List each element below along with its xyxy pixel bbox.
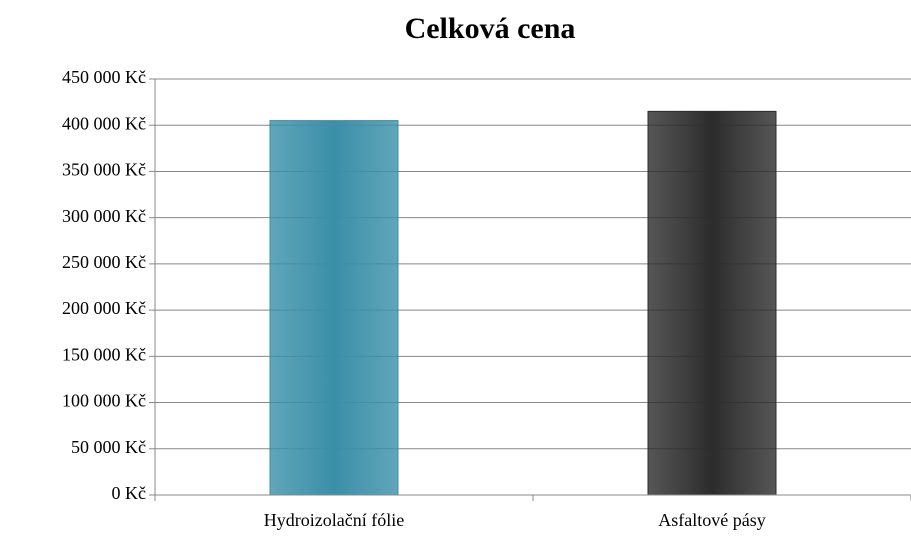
bar (647, 110, 777, 496)
y-tick-label: 150 000 Kč (62, 344, 146, 364)
y-tick-label: 200 000 Kč (62, 298, 146, 318)
y-tick-label: 300 000 Kč (62, 206, 146, 226)
y-tick-label: 0 Kč (112, 483, 147, 503)
x-tick-label: Hydroizolační fólie (264, 510, 404, 530)
x-tick-label: Asfaltové pásy (658, 510, 765, 530)
y-tick-label: 250 000 Kč (62, 252, 146, 272)
chart-title: Celková cena (405, 12, 576, 45)
y-tick-label: 100 000 Kč (62, 391, 146, 411)
y-tick-label: 400 000 Kč (62, 113, 146, 133)
y-tick-label: 450 000 Kč (62, 67, 146, 87)
y-tick-label: 50 000 Kč (71, 437, 146, 457)
y-tick-label: 350 000 Kč (62, 160, 146, 180)
bar (269, 120, 399, 496)
